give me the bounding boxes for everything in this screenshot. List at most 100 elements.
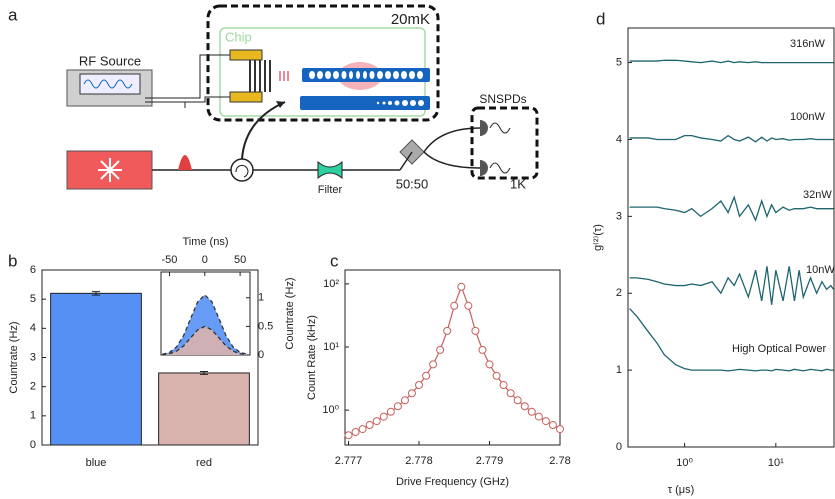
electrode [229,49,263,61]
acoustic-wave [279,71,289,81]
fiber-to-chip [241,101,286,160]
y-axis-label: Countrate (Hz) [8,321,20,393]
bar [50,292,142,446]
waveguide [300,96,430,110]
x-tick-label: 2.777 [335,455,363,467]
data-point [379,412,388,421]
cryostat-box [206,4,440,122]
data-point [351,427,360,436]
x-tick-label: 10⁰ [676,457,693,469]
data-point [372,417,381,426]
y-tick-label: 0 [616,441,622,453]
circulator-arrow [235,164,249,178]
data-point [527,407,536,416]
error-bar [200,371,208,375]
y-axis-label: Count Rate (kHz) [306,315,318,400]
series-label: High Optical Power [732,343,826,355]
data-point [400,396,409,405]
y-tick-label: 4 [30,322,36,334]
idt-fingers [249,60,271,92]
detector-temperature: 1K [510,176,526,191]
series-label: 316nW [790,38,825,50]
x-tick-label: 0 [202,254,208,266]
data-point [464,301,473,310]
pulse [178,155,192,170]
rf-wires [145,54,230,108]
data-point [393,402,402,411]
y-tick-label: 4 [616,133,622,145]
plot-frame [627,27,835,448]
y-tick-label: 10⁰ [322,404,339,416]
y-tick-label: 2 [30,381,36,393]
data-point [485,360,494,369]
detector-wire [489,122,511,174]
series-label: 100nW [790,111,825,123]
data-point [407,389,416,398]
plot-frame [344,269,561,446]
panel-label: d [596,9,605,28]
temperature-label: 20mK [391,11,430,28]
series-label: 32nW [803,189,832,201]
data-point [429,360,438,369]
filter [317,160,343,180]
series-line [629,308,834,372]
x-tick-label: -50 [162,254,178,266]
y-tick-label: 5 [30,293,36,305]
y-tick-label: 10² [323,278,339,290]
electrode [229,91,263,103]
arrowhead [276,101,285,108]
y-tick-label: 0 [258,349,264,361]
filter-label: Filter [318,184,343,196]
panel-label: b [8,251,17,270]
data-point [422,371,431,380]
x-axis-label: τ (μs) [668,484,695,496]
fit-line [162,293,248,355]
data-point [344,431,353,440]
data-point [478,345,487,354]
data-point [520,402,529,411]
series-line [629,59,834,64]
error-bar [92,291,100,296]
x-axis-label: Drive Frequency (GHz) [396,476,509,488]
series-label: 10nW [806,264,835,276]
chip-label: Chip [225,29,252,44]
y-tick-label: 1 [30,410,36,422]
y-tick-label: 3 [30,351,36,363]
detectors-label: SNSPDs [479,92,526,106]
data-point [386,407,395,416]
y-tick-label: 0 [30,439,36,451]
y-tick-label: 10¹ [323,341,339,353]
area [162,294,248,355]
y-tick-label: 0.5 [258,320,273,332]
detector-box [470,106,539,180]
data-point [534,412,543,421]
x-tick-label: red [196,457,212,469]
data-point [436,345,445,354]
series-line [629,134,834,143]
circulator [230,158,254,182]
bar [158,372,250,446]
y-tick-label: 5 [616,57,622,69]
data-point [457,282,466,291]
x-tick-label: 50 [234,254,246,266]
laser-icon [98,158,122,182]
y-tick-label: 2 [616,287,622,299]
fit-line [162,325,248,356]
x-tick-label: 2.78 [549,455,570,467]
data-point [471,326,480,335]
y-tick-label: 1 [616,364,622,376]
data-point [492,371,501,380]
y-tick-label: 1 [258,292,264,304]
x-tick-label: 2.779 [476,455,504,467]
y-axis-label: g⁽²⁾(τ) [592,224,604,251]
data-point [443,326,452,335]
series-line [629,266,835,305]
rf-source-label: RF Source [79,53,141,68]
panel-label: a [8,5,18,24]
data-point [358,425,367,434]
x-tick-label: 2.778 [405,455,433,467]
data-point [450,301,459,310]
x-axis-label: Time (ns) [182,236,228,248]
snspd [480,120,488,176]
